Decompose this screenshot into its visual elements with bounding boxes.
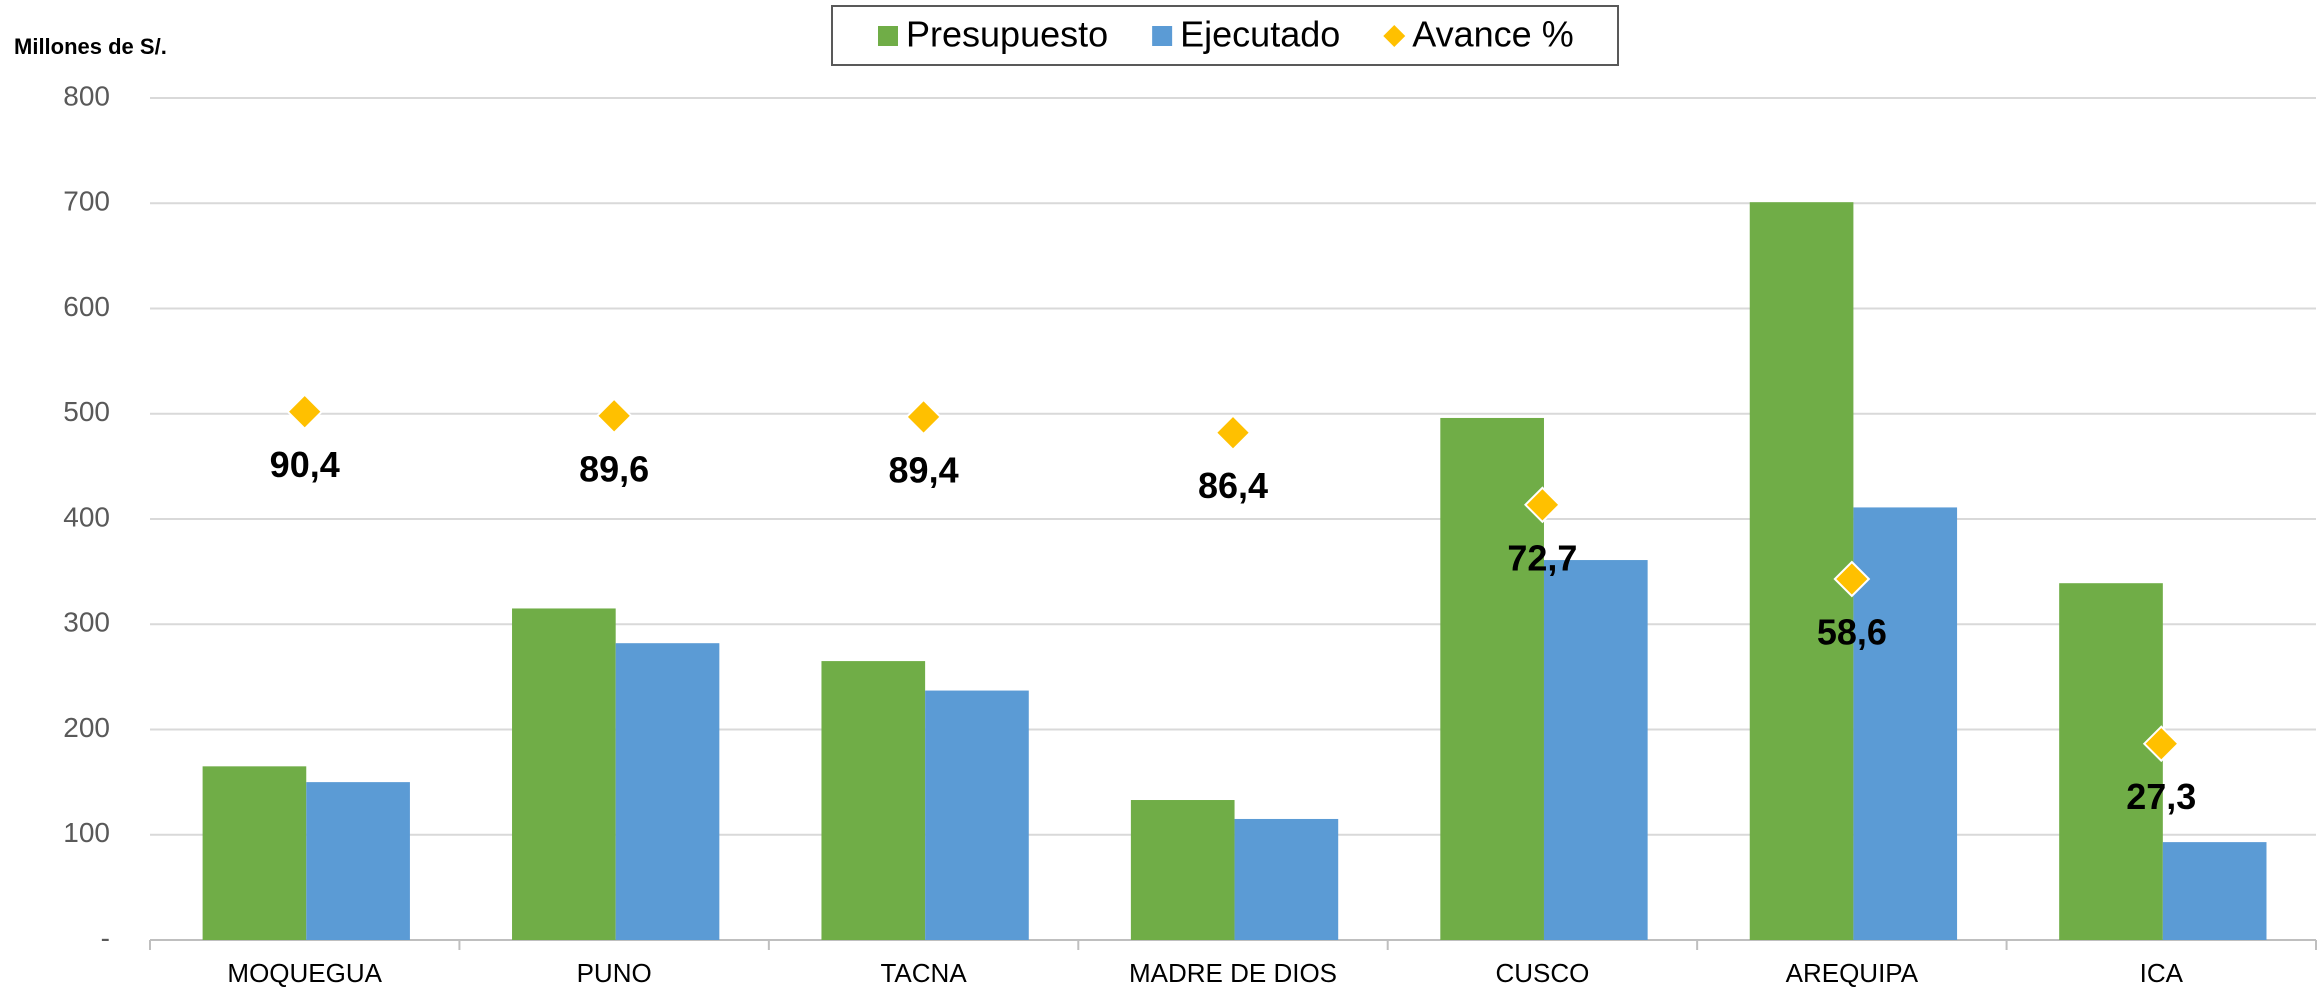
legend-swatch (1152, 26, 1173, 46)
avance-marker (1833, 560, 1871, 598)
legend-label: Avance % (1412, 14, 1573, 55)
bar (1234, 818, 1339, 940)
data-label: 86,4 (1198, 465, 1268, 506)
x-tick-label: MADRE DE DIOS (1129, 958, 1337, 988)
avance-marker (905, 398, 942, 436)
y-axis-label: Millones de S/. (14, 34, 167, 59)
x-tick-label: PUNO (577, 958, 652, 988)
bar (925, 690, 1029, 940)
legend-swatch (1383, 25, 1406, 47)
y-tick-label: 700 (63, 186, 110, 217)
y-tick-label: 500 (63, 396, 110, 427)
x-tick-label: ICA (2140, 958, 2184, 988)
bar (202, 766, 307, 940)
y-tick-label: - (101, 922, 110, 953)
data-label: 89,6 (579, 448, 649, 489)
bar (1749, 202, 1854, 940)
bar (821, 661, 926, 940)
y-tick-label: 200 (63, 712, 110, 743)
bar (2162, 842, 2267, 940)
bar (1853, 507, 1958, 940)
legend-label: Presupuesto (906, 14, 1108, 55)
legend-box (831, 5, 1619, 66)
data-label: 27,3 (2126, 776, 2196, 817)
y-tick-label: 400 (63, 501, 110, 532)
avance-marker (1214, 414, 1252, 452)
x-tick-label: CUSCO (1495, 958, 1589, 988)
bar (1130, 800, 1235, 940)
bar (1440, 417, 1544, 941)
x-tick-label: TACNA (880, 958, 967, 988)
avance-marker (1524, 486, 1561, 524)
bar (2059, 583, 2163, 940)
data-label: 72,7 (1507, 537, 1577, 578)
y-tick-label: 600 (63, 291, 110, 322)
bar (512, 608, 616, 940)
bar (306, 782, 410, 940)
avance-marker (595, 397, 633, 435)
avance-marker (2142, 725, 2180, 763)
y-tick-label: 800 (63, 80, 110, 111)
y-tick-label: 100 (63, 817, 110, 848)
data-label: 89,4 (889, 449, 959, 490)
data-label: 58,6 (1817, 612, 1887, 653)
legend-swatch (878, 26, 898, 46)
y-tick-label: 300 (63, 607, 110, 638)
bar (615, 643, 720, 940)
avance-marker (286, 393, 324, 431)
x-tick-label: AREQUIPA (1786, 958, 1919, 988)
x-tick-label: MOQUEGUA (227, 958, 382, 988)
data-label: 90,4 (270, 444, 340, 485)
bar (1543, 560, 1648, 940)
legend-label: Ejecutado (1180, 14, 1340, 55)
